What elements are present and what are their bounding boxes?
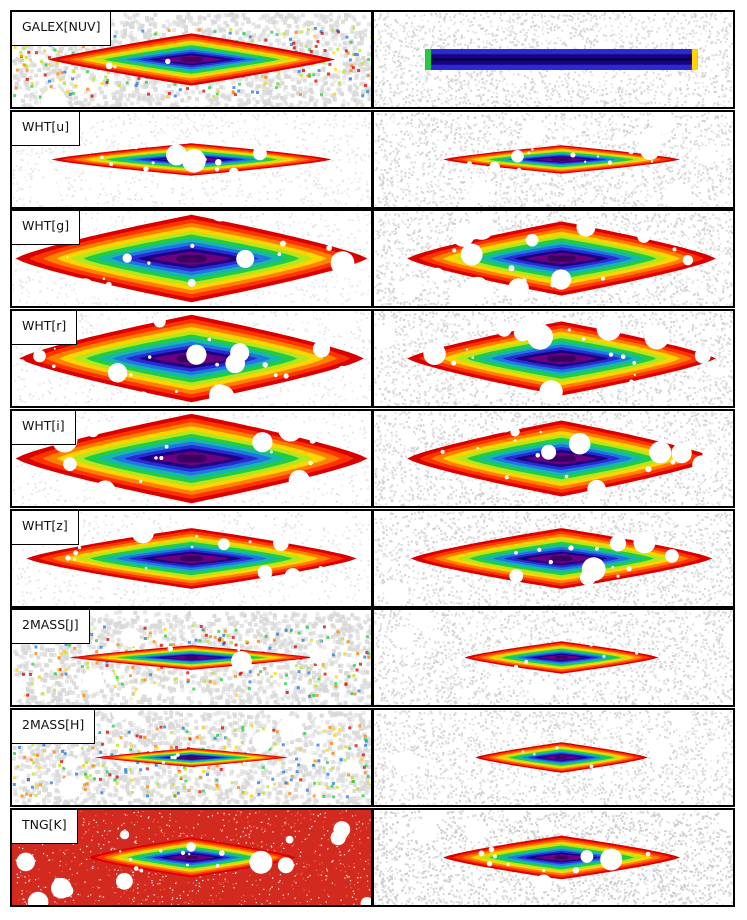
model-image-panel <box>372 608 735 707</box>
galaxy-image <box>12 411 371 506</box>
band-label: WHT[i] <box>12 411 76 445</box>
observed-image-panel: 2MASS[J] <box>10 608 373 707</box>
observed-image-panel: WHT[i] <box>10 409 373 508</box>
model-image-panel <box>372 509 735 608</box>
galaxy-image <box>374 12 733 107</box>
observed-image-panel: WHT[r] <box>10 309 373 408</box>
galaxy-image <box>12 211 371 306</box>
galaxy-image <box>374 411 733 506</box>
band-label: WHT[u] <box>12 112 81 146</box>
galaxy-image <box>12 12 371 107</box>
observed-image-panel: 2MASS[H] <box>10 708 373 807</box>
galaxy-image <box>12 511 371 606</box>
observed-image-panel: TNG[K] <box>10 808 373 907</box>
band-label: GALEX[NUV] <box>12 12 112 46</box>
galaxy-image <box>12 311 371 406</box>
galaxy-image <box>374 810 733 905</box>
galaxy-image <box>374 112 733 207</box>
band-label: 2MASS[J] <box>12 610 90 644</box>
observed-image-panel: GALEX[NUV] <box>10 10 373 109</box>
model-image-panel <box>372 409 735 508</box>
model-image-panel <box>372 309 735 408</box>
band-label: TNG[K] <box>12 810 78 844</box>
model-image-panel <box>372 110 735 209</box>
galaxy-image <box>374 511 733 606</box>
band-label: WHT[g] <box>12 211 81 245</box>
galaxy-image <box>374 710 733 805</box>
observed-image-panel: WHT[g] <box>10 209 373 308</box>
galaxy-image <box>374 311 733 406</box>
galaxy-image <box>12 610 371 705</box>
band-label: WHT[z] <box>12 511 79 545</box>
galaxy-image <box>374 211 733 306</box>
galaxy-image <box>12 112 371 207</box>
band-label: 2MASS[H] <box>12 710 96 744</box>
model-image-panel <box>372 209 735 308</box>
observed-image-panel: WHT[z] <box>10 509 373 608</box>
observed-image-panel: WHT[u] <box>10 110 373 209</box>
model-image-panel <box>372 708 735 807</box>
band-label: WHT[r] <box>12 311 78 345</box>
model-image-panel <box>372 10 735 109</box>
model-image-panel <box>372 808 735 907</box>
galaxy-image <box>374 610 733 705</box>
